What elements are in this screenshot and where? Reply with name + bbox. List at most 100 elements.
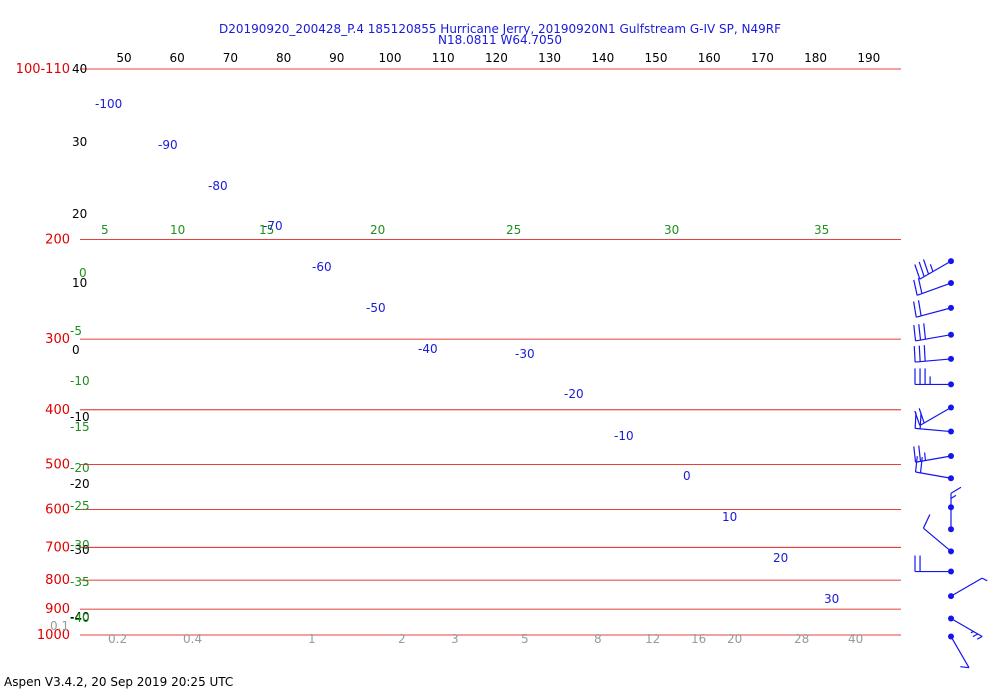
isotherm-label: -40 bbox=[418, 342, 438, 356]
wind-barb-flag bbox=[918, 345, 921, 362]
dewpoint-point bbox=[0, 351, 3, 357]
dewpoint-point bbox=[0, 339, 3, 345]
left-temperature-label: -30 bbox=[70, 543, 90, 557]
dewpoint-point bbox=[0, 464, 3, 470]
dewpoint-point bbox=[0, 483, 3, 489]
wind-barb-staff bbox=[919, 260, 952, 280]
dewpoint-point bbox=[0, 356, 3, 362]
dewpoint-point bbox=[0, 461, 3, 467]
dewpoint-point bbox=[0, 355, 3, 361]
dewpoint-point bbox=[0, 462, 3, 468]
wind-barb-flag bbox=[923, 323, 927, 340]
top-temperature-label: 50 bbox=[116, 51, 131, 65]
adiabat-top-label: 15 bbox=[259, 223, 274, 237]
dewpoint-point bbox=[0, 352, 3, 358]
dewpoint-point bbox=[0, 482, 3, 488]
dewpoint-point bbox=[0, 339, 3, 345]
wind-barb-staff bbox=[950, 617, 983, 638]
dewpoint-point bbox=[0, 352, 3, 358]
dewpoint-point bbox=[0, 485, 3, 491]
pressure-label: 800 bbox=[45, 573, 70, 588]
dewpoint-point bbox=[0, 462, 3, 468]
wind-barb-flag bbox=[976, 635, 983, 640]
wind-barb-flag bbox=[950, 486, 962, 494]
isotherm-label: 30 bbox=[824, 592, 839, 606]
top-temperature-label: 90 bbox=[329, 51, 344, 65]
dewpoint-point bbox=[0, 484, 3, 490]
dewpoint-point bbox=[0, 351, 3, 357]
dewpoint-point bbox=[0, 465, 3, 471]
dewpoint-point bbox=[0, 340, 3, 346]
dewpoint-point bbox=[0, 464, 3, 470]
dewpoint-point bbox=[0, 483, 3, 489]
dewpoint-point bbox=[0, 482, 3, 488]
dewpoint-point bbox=[0, 342, 3, 348]
wind-barb bbox=[948, 577, 988, 600]
dewpoint-point bbox=[0, 464, 3, 470]
isotherm-label: -90 bbox=[158, 138, 178, 152]
dewpoint-point bbox=[0, 460, 3, 466]
dewpoint-point bbox=[0, 483, 3, 489]
pressure-label: 400 bbox=[45, 403, 70, 418]
wind-barb-flag bbox=[923, 345, 926, 362]
wind-barb-flag bbox=[917, 278, 923, 294]
dewpoint-point bbox=[0, 341, 3, 347]
dewpoint-point bbox=[0, 338, 3, 344]
wind-barb bbox=[913, 323, 954, 342]
mixing-ratio-label: 16 bbox=[691, 632, 706, 646]
dewpoint-point bbox=[0, 484, 3, 490]
dewpoint-point bbox=[0, 482, 3, 488]
wind-barb-staff bbox=[950, 577, 983, 597]
adiabat-left-label: -40 bbox=[70, 611, 90, 625]
adiabat-left-label: -35 bbox=[70, 575, 90, 589]
adiabat-top-label: 30 bbox=[664, 223, 679, 237]
top-temperature-label: 130 bbox=[538, 51, 561, 65]
dewpoint-point bbox=[0, 484, 3, 490]
wind-barb-flag bbox=[918, 324, 922, 341]
dewpoint-point bbox=[0, 483, 3, 489]
wind-barb-half-flag bbox=[924, 452, 927, 461]
wind-barb bbox=[913, 278, 954, 296]
dewpoint-point bbox=[0, 338, 3, 344]
dewpoint-point bbox=[0, 461, 3, 467]
dewpoint-point bbox=[0, 351, 3, 357]
pressure-label: 1000 bbox=[37, 628, 70, 643]
wind-barb-half-flag bbox=[970, 630, 974, 634]
top-temperature-label: 110 bbox=[432, 51, 455, 65]
dewpoint-point bbox=[0, 352, 3, 358]
dewpoint-point bbox=[0, 341, 3, 347]
wind-barb bbox=[948, 633, 970, 669]
dewpoint-point bbox=[0, 464, 3, 470]
wind-barb-half-flag bbox=[929, 264, 934, 272]
wind-barb-flag bbox=[914, 456, 918, 473]
dewpoint-point bbox=[0, 463, 3, 469]
dewpoint-point bbox=[0, 463, 3, 469]
top-temperature-label: 140 bbox=[591, 51, 614, 65]
left-temperature-label: 0 bbox=[72, 343, 80, 357]
wind-barb-flag bbox=[913, 325, 917, 342]
dewpoint-point bbox=[0, 342, 3, 348]
dewpoint-point bbox=[0, 482, 3, 488]
dewpoint-point bbox=[0, 460, 3, 466]
wind-barb-flag bbox=[918, 261, 925, 277]
adiabat-left-label: -20 bbox=[70, 461, 90, 475]
dewpoint-point bbox=[0, 351, 3, 357]
adiabat-left-label: -5 bbox=[70, 324, 82, 338]
adiabat-top-label: 25 bbox=[506, 223, 521, 237]
dewpoint-point bbox=[0, 464, 3, 470]
temperature-point bbox=[0, 201, 3, 207]
dewpoint-point bbox=[0, 463, 3, 469]
mixing-ratio-label: 3 bbox=[451, 632, 459, 646]
wind-barb-flag bbox=[913, 301, 917, 318]
wind-barb bbox=[914, 412, 954, 435]
top-temperature-label: 80 bbox=[276, 51, 291, 65]
adiabat-top-label: 10 bbox=[170, 223, 185, 237]
mixing-ratio-label: 40 bbox=[848, 632, 863, 646]
dewpoint-point bbox=[0, 484, 3, 490]
top-temperature-label: 160 bbox=[698, 51, 721, 65]
dewpoint-point bbox=[0, 485, 3, 491]
wind-barb-flag bbox=[919, 456, 923, 473]
dewpoint-point bbox=[0, 341, 3, 347]
wind-barb-staff bbox=[916, 282, 952, 296]
wind-barb-flag bbox=[913, 346, 916, 363]
